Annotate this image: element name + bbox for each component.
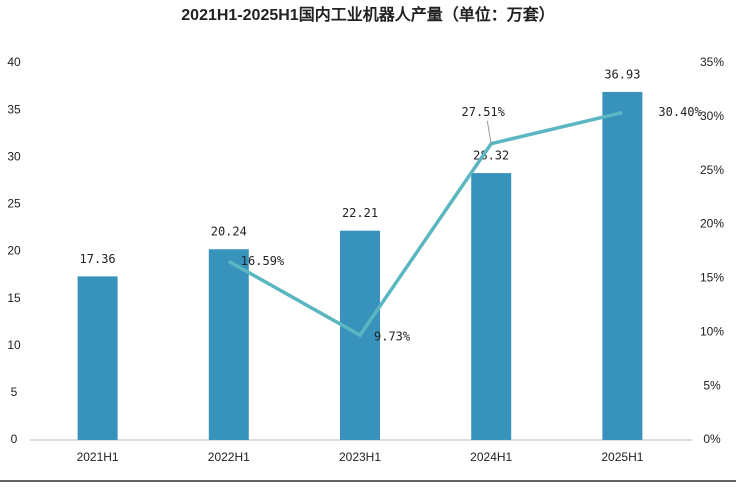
y-tick-label: 40 [7, 55, 21, 69]
x-tick-label: 2024H1 [470, 450, 512, 464]
y-tick-label: 25 [7, 197, 21, 211]
line-value-label: 27.51% [462, 105, 506, 119]
bar-value-label: 17.36 [80, 252, 116, 266]
bar-value-label: 36.93 [604, 67, 640, 81]
y2-tick-label: 30% [700, 109, 724, 123]
bar [208, 249, 249, 440]
y-tick-label: 30 [7, 149, 21, 163]
x-tick-label: 2022H1 [208, 450, 250, 464]
bar [471, 173, 512, 441]
y-tick-label: 20 [7, 244, 21, 258]
y2-tick-label: 5% [703, 378, 721, 392]
x-tick-label: 2025H1 [601, 450, 643, 464]
y2-tick-label: 25% [700, 163, 724, 177]
y2-tick-label: 10% [700, 324, 724, 338]
line-value-label: 16.59% [241, 254, 285, 268]
bar [77, 276, 118, 440]
y-tick-label: 0 [11, 432, 18, 446]
leader-line [486, 120, 492, 144]
y-tick-label: 10 [7, 338, 21, 352]
line [227, 110, 623, 338]
bar-value-label: 20.24 [211, 225, 247, 239]
bar-value-label: 22.21 [342, 206, 378, 220]
y-tick-label: 35 [7, 102, 21, 116]
y2-tick-label: 35% [700, 55, 724, 69]
y-tick-label: 5 [11, 385, 18, 399]
y2-tick-label: 15% [700, 271, 724, 285]
y2-tick-label: 0% [703, 432, 721, 446]
y-tick-label: 15 [7, 291, 21, 305]
x-tick-label: 2021H1 [77, 450, 119, 464]
bar [602, 91, 643, 440]
line-value-label: 30.40% [658, 105, 702, 119]
y2-tick-label: 20% [700, 217, 724, 231]
chart-title: 2021H1-2025H1国内工业机器人产量（单位：万套） [181, 5, 554, 24]
x-tick-label: 2023H1 [339, 450, 381, 464]
line-value-label: 9.73% [374, 330, 411, 344]
